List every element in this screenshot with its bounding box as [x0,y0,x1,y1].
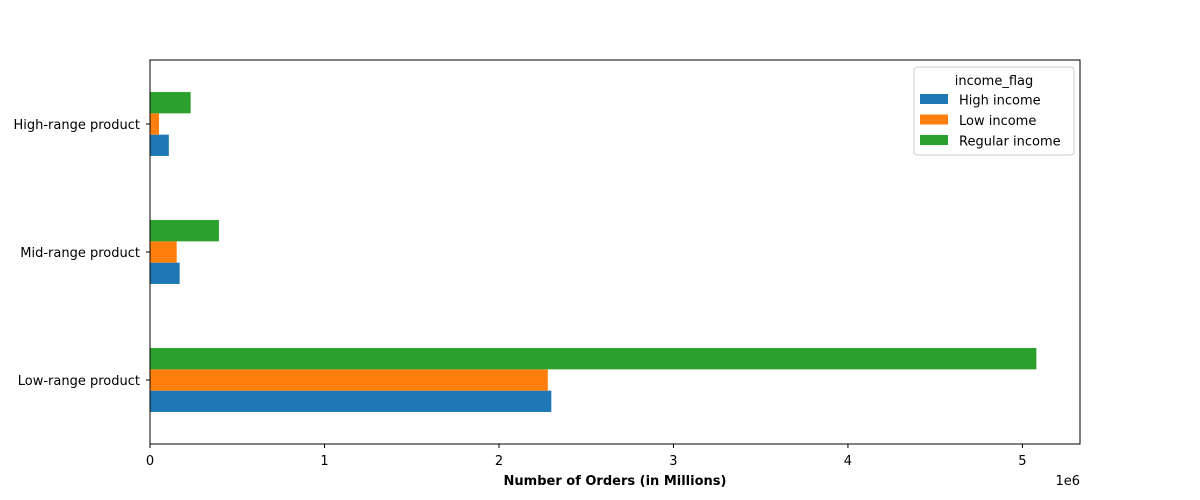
y-tick-label: Low-range product [18,374,140,389]
legend: income_flag High income Low income Regular… [913,66,1075,156]
y-axis-ticks: Low-range product Mid-range product High-r… [13,118,150,389]
legend-box [913,66,1075,156]
legend-label: Low income [959,114,1036,129]
x-tick-label: 4 [844,454,852,469]
x-axis-title: Number of Orders (in Millions) [504,474,727,489]
legend-swatch [920,94,948,104]
x-tick-label: 0 [146,454,154,469]
legend-swatch [920,135,948,145]
bar-low-income-high-range-product [150,113,160,135]
legend-label: Regular income [959,135,1061,150]
y-tick-label: High-range product [13,118,140,133]
x-tick-label: 5 [1018,454,1026,469]
bars-layer [150,92,1037,412]
legend-title: income_flag [955,74,1034,89]
x-axis-ticks: 0 1 2 3 4 5 [146,444,1027,469]
legend-items: High income Low income Regular income [920,94,1061,150]
bar-high-income-high-range-product [150,134,169,156]
x-tick-label: 1 [320,454,328,469]
bar-high-income-low-range-product [150,390,552,412]
y-tick-label: Mid-range product [20,246,140,261]
bar-low-income-mid-range-product [150,241,177,263]
bar-regular-income-high-range-product [150,92,191,114]
legend-label: High income [959,94,1041,109]
x-axis-offset-label: 1e6 [1055,474,1080,489]
x-tick-label: 3 [669,454,677,469]
legend-swatch [920,114,948,125]
bar-regular-income-low-range-product [150,348,1037,370]
x-tick-label: 2 [495,454,503,469]
bar-high-income-mid-range-product [150,262,180,284]
bar-low-income-low-range-product [150,369,548,391]
bar-regular-income-mid-range-product [150,220,219,242]
